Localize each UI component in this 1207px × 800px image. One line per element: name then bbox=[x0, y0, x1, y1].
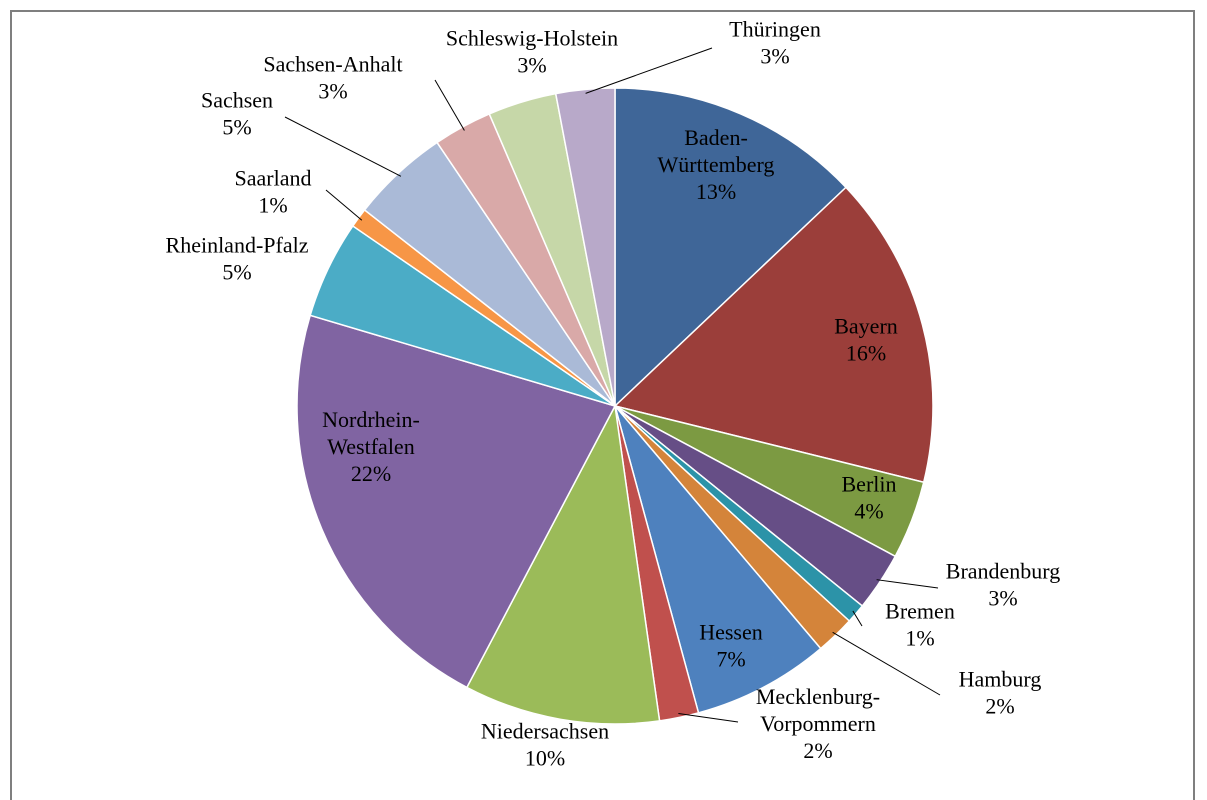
slice-percent: 4% bbox=[854, 499, 883, 524]
leader-line-bremen bbox=[852, 610, 863, 627]
slice-label-line: Hessen bbox=[699, 620, 763, 645]
leader-line-thueringen bbox=[585, 47, 713, 94]
slice-label-line: Bayern bbox=[834, 314, 898, 339]
leader-line-brandenburg bbox=[876, 579, 939, 589]
slice-percent: 13% bbox=[696, 179, 736, 204]
slice-label-hessen: Hessen 7% bbox=[699, 620, 763, 672]
slice-label-saarland: Saarland 1% bbox=[235, 166, 312, 218]
slice-label-sachsen-anhalt: Sachsen-Anhalt 3% bbox=[263, 52, 402, 104]
slice-label-thueringen: Thüringen 3% bbox=[729, 17, 821, 69]
pie-slice-hessen bbox=[614, 405, 822, 714]
pie-slice-bayern bbox=[613, 186, 934, 484]
slice-label-nordrhein-westfalen: Nordrhein-Westfalen 22% bbox=[322, 407, 420, 486]
slice-label-schleswig-holstein: Schleswig-Holstein 3% bbox=[446, 26, 618, 78]
slice-percent: 3% bbox=[517, 53, 546, 78]
slice-label-line: Hamburg bbox=[959, 667, 1042, 692]
leader-line-mecklenburg-vorpommern bbox=[678, 713, 739, 723]
leader-line-sachsen-anhalt bbox=[434, 79, 465, 131]
slice-label-line: Mecklenburg- bbox=[756, 684, 880, 709]
slice-label-line: Berlin bbox=[842, 472, 897, 497]
slice-percent: 1% bbox=[905, 626, 934, 651]
slice-label-niedersachsen: Niedersachsen 10% bbox=[481, 719, 609, 771]
slice-label-line: Württemberg bbox=[658, 152, 775, 177]
slice-label-line: Bremen bbox=[885, 599, 955, 624]
slice-label-mecklenburg-vorpommern: Mecklenburg-Vorpommern 2% bbox=[756, 684, 880, 763]
slice-percent: 1% bbox=[258, 193, 287, 218]
slice-label-bayern: Bayern 16% bbox=[834, 314, 898, 366]
slice-labels: Baden-Württemberg 13% Bayern 16% Berlin 4% Bra… bbox=[166, 17, 1061, 771]
leader-line-sachsen bbox=[284, 116, 402, 177]
slice-label-line: Vorpommern bbox=[760, 711, 876, 736]
pie-slice-niedersachsen bbox=[465, 403, 661, 725]
slice-label-line: Thüringen bbox=[729, 17, 821, 42]
pie-slices bbox=[296, 87, 934, 725]
slice-label-line: Nordrhein- bbox=[322, 407, 420, 432]
slice-label-line: Niedersachsen bbox=[481, 719, 609, 744]
slice-percent: 7% bbox=[716, 647, 745, 672]
slice-label-brandenburg: Brandenburg 3% bbox=[946, 559, 1060, 611]
slice-percent: 3% bbox=[760, 44, 789, 69]
slice-label-berlin: Berlin 4% bbox=[842, 472, 897, 524]
slice-percent: 10% bbox=[525, 746, 565, 771]
slice-label-line: Sachsen-Anhalt bbox=[263, 52, 402, 77]
slice-label-line: Saarland bbox=[235, 166, 312, 191]
slice-percent: 2% bbox=[803, 738, 832, 763]
slice-label-bremen: Bremen 1% bbox=[885, 599, 955, 651]
slice-percent: 3% bbox=[318, 79, 347, 104]
slice-label-hamburg: Hamburg 2% bbox=[959, 667, 1042, 719]
pie-slice-nordrhein-westfalen bbox=[296, 314, 617, 689]
slice-percent: 16% bbox=[846, 341, 886, 366]
slice-percent: 22% bbox=[351, 461, 391, 486]
slice-percent: 5% bbox=[222, 115, 251, 140]
slice-label-line: Westfalen bbox=[327, 434, 414, 459]
slice-label-rheinland-pfalz: Rheinland-Pfalz 5% bbox=[166, 233, 309, 285]
pie-slice-baden-wuerttemberg bbox=[614, 87, 847, 408]
slice-label-sachsen: Sachsen 5% bbox=[201, 88, 273, 140]
leader-line-hamburg bbox=[832, 631, 941, 696]
pie-slice-thueringen bbox=[554, 87, 616, 407]
slice-label-baden-wuerttemberg: Baden-Württemberg 13% bbox=[658, 125, 775, 204]
slice-percent: 2% bbox=[985, 694, 1014, 719]
slice-label-line: Baden- bbox=[684, 125, 748, 150]
leader-lines bbox=[284, 47, 941, 723]
leader-line-saarland bbox=[325, 189, 363, 221]
slice-percent: 3% bbox=[988, 586, 1017, 611]
slice-label-line: Schleswig-Holstein bbox=[446, 26, 618, 51]
slice-label-line: Rheinland-Pfalz bbox=[166, 233, 309, 258]
slice-label-line: Brandenburg bbox=[946, 559, 1060, 584]
slice-percent: 5% bbox=[222, 260, 251, 285]
slice-label-line: Sachsen bbox=[201, 88, 273, 113]
